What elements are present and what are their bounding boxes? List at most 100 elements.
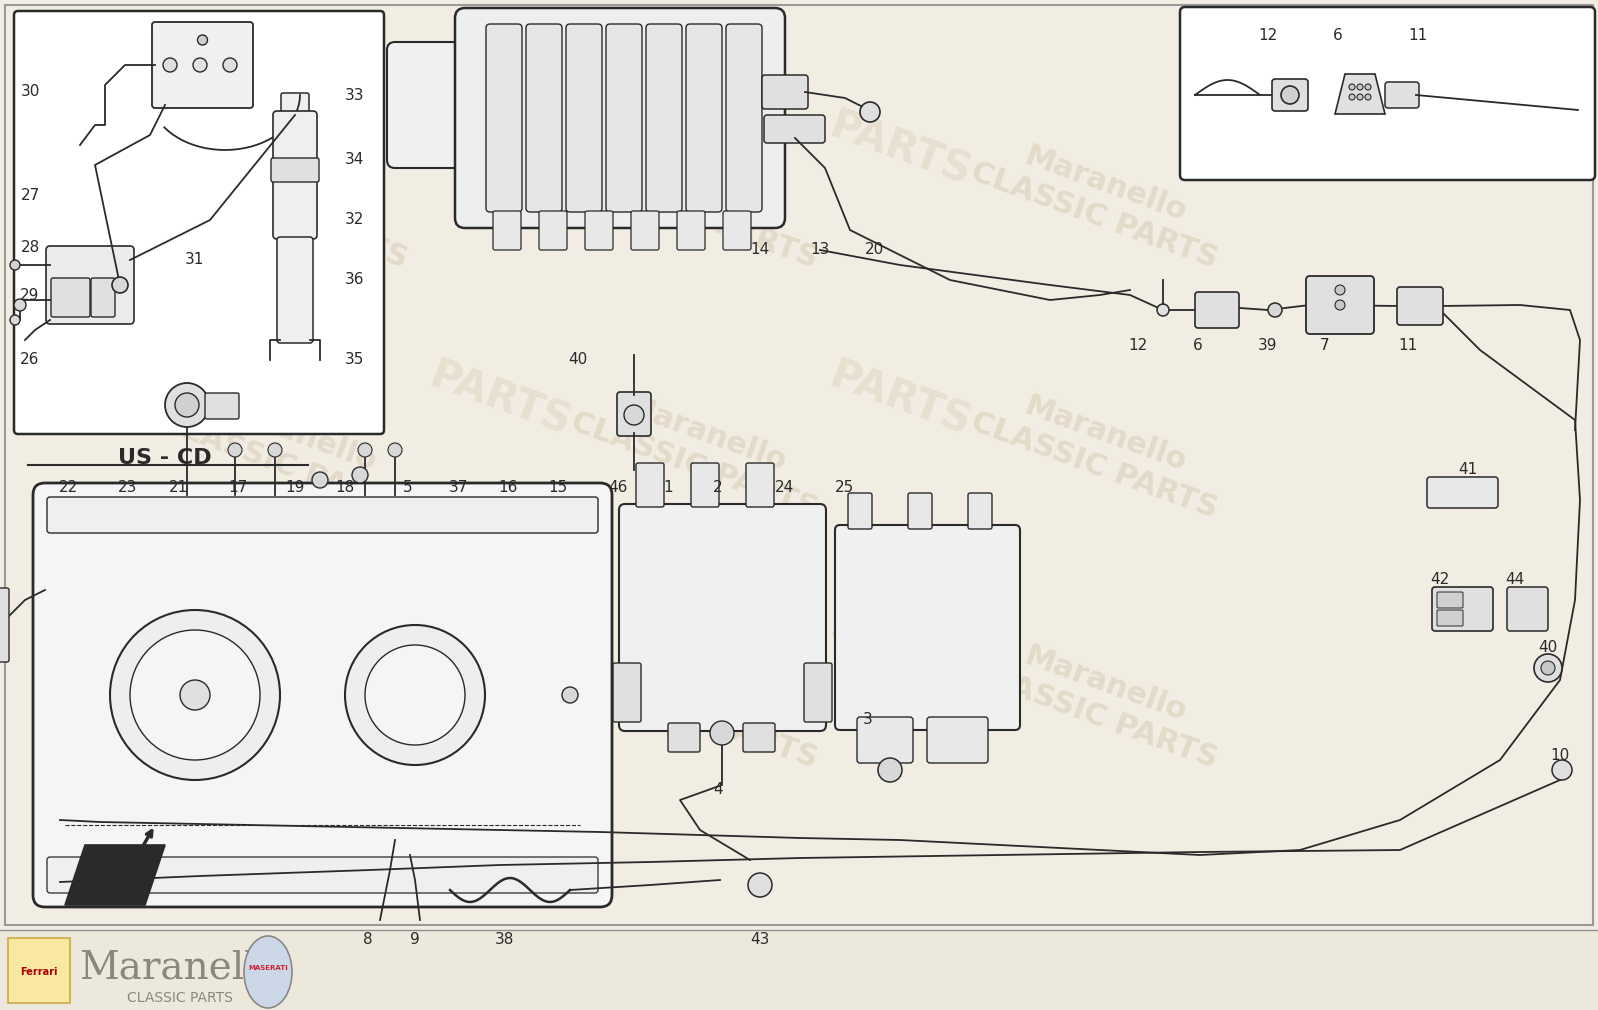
FancyBboxPatch shape (614, 663, 641, 722)
Circle shape (268, 443, 281, 457)
FancyBboxPatch shape (1437, 592, 1464, 608)
Circle shape (352, 467, 368, 483)
Text: 33: 33 (345, 88, 364, 102)
FancyBboxPatch shape (566, 24, 602, 212)
FancyBboxPatch shape (927, 717, 988, 763)
Text: 31: 31 (185, 252, 205, 268)
FancyBboxPatch shape (668, 723, 700, 752)
Text: 14: 14 (751, 242, 770, 258)
FancyBboxPatch shape (46, 857, 598, 893)
Circle shape (1534, 654, 1561, 682)
FancyBboxPatch shape (455, 8, 785, 228)
Circle shape (112, 277, 128, 293)
FancyBboxPatch shape (631, 211, 658, 250)
FancyBboxPatch shape (152, 22, 252, 108)
Text: PARTS: PARTS (423, 105, 577, 195)
Text: 19: 19 (286, 481, 305, 496)
FancyBboxPatch shape (743, 723, 775, 752)
Text: Ferrari: Ferrari (21, 967, 58, 977)
Circle shape (110, 610, 280, 780)
Circle shape (1157, 304, 1170, 316)
Text: 26: 26 (21, 352, 40, 368)
Text: Maranello
CLASSIC PARTS: Maranello CLASSIC PARTS (567, 126, 833, 274)
FancyBboxPatch shape (1427, 477, 1497, 508)
Text: Maranello
CLASSIC PARTS: Maranello CLASSIC PARTS (967, 126, 1234, 274)
FancyBboxPatch shape (46, 246, 134, 324)
Circle shape (1334, 300, 1346, 310)
Circle shape (163, 58, 177, 72)
Text: 8: 8 (363, 932, 372, 947)
FancyBboxPatch shape (908, 493, 932, 529)
Text: 21: 21 (168, 481, 187, 496)
Circle shape (1357, 84, 1363, 90)
FancyBboxPatch shape (762, 75, 809, 109)
Text: PARTS: PARTS (823, 355, 976, 445)
FancyBboxPatch shape (686, 24, 722, 212)
FancyBboxPatch shape (690, 463, 719, 507)
Circle shape (1365, 84, 1371, 90)
FancyBboxPatch shape (281, 93, 308, 117)
FancyBboxPatch shape (539, 211, 567, 250)
Circle shape (710, 721, 733, 745)
FancyBboxPatch shape (968, 493, 992, 529)
Circle shape (229, 443, 241, 457)
FancyBboxPatch shape (0, 588, 10, 662)
FancyBboxPatch shape (205, 393, 240, 419)
FancyBboxPatch shape (1306, 276, 1374, 334)
Text: Maranello
CLASSIC PARTS: Maranello CLASSIC PARTS (157, 626, 423, 774)
Text: 2: 2 (713, 481, 722, 496)
Text: 3: 3 (863, 712, 873, 727)
Circle shape (129, 630, 260, 760)
Circle shape (388, 443, 403, 457)
Circle shape (562, 687, 578, 703)
Circle shape (10, 260, 21, 270)
Text: 29: 29 (21, 288, 40, 303)
Text: Maranello
CLASSIC PARTS: Maranello CLASSIC PARTS (967, 626, 1234, 774)
Text: 39: 39 (1258, 337, 1278, 352)
Text: PARTS: PARTS (823, 605, 976, 695)
Text: 12: 12 (1258, 27, 1278, 42)
Circle shape (877, 758, 901, 782)
Circle shape (181, 680, 209, 710)
Text: 38: 38 (495, 932, 515, 947)
FancyBboxPatch shape (646, 24, 682, 212)
Text: PARTS: PARTS (423, 355, 577, 445)
Circle shape (14, 299, 26, 311)
Text: 6: 6 (1194, 337, 1203, 352)
Text: 20: 20 (866, 242, 885, 258)
FancyBboxPatch shape (1437, 610, 1464, 626)
FancyBboxPatch shape (618, 504, 826, 731)
Circle shape (1334, 285, 1346, 295)
Circle shape (364, 645, 465, 745)
FancyBboxPatch shape (1385, 82, 1419, 108)
Text: 46: 46 (609, 481, 628, 496)
Text: 34: 34 (345, 153, 364, 168)
Text: 6: 6 (1333, 27, 1342, 42)
Text: 44: 44 (1505, 573, 1524, 588)
FancyBboxPatch shape (725, 24, 762, 212)
Circle shape (623, 405, 644, 425)
Text: 11: 11 (1398, 337, 1417, 352)
FancyBboxPatch shape (1179, 7, 1595, 180)
FancyBboxPatch shape (617, 392, 650, 436)
Text: 30: 30 (21, 85, 40, 100)
Text: 1: 1 (663, 481, 673, 496)
Text: 4: 4 (713, 783, 722, 798)
Circle shape (1552, 760, 1572, 780)
FancyBboxPatch shape (46, 497, 598, 533)
FancyBboxPatch shape (34, 483, 612, 907)
FancyBboxPatch shape (1432, 587, 1493, 631)
FancyBboxPatch shape (1195, 292, 1238, 328)
Text: 28: 28 (21, 240, 40, 256)
Text: 9: 9 (411, 932, 420, 947)
Text: US - CD: US - CD (118, 448, 213, 468)
Text: 16: 16 (499, 481, 518, 496)
Text: Maranello
CLASSIC PARTS: Maranello CLASSIC PARTS (567, 376, 833, 524)
Circle shape (1282, 86, 1299, 104)
Text: Maranello
CLASSIC PARTS: Maranello CLASSIC PARTS (157, 126, 423, 274)
FancyBboxPatch shape (273, 111, 316, 239)
Text: 18: 18 (336, 481, 355, 496)
Text: Maranello: Maranello (80, 949, 280, 987)
Circle shape (312, 472, 328, 488)
Text: 36: 36 (345, 273, 364, 288)
